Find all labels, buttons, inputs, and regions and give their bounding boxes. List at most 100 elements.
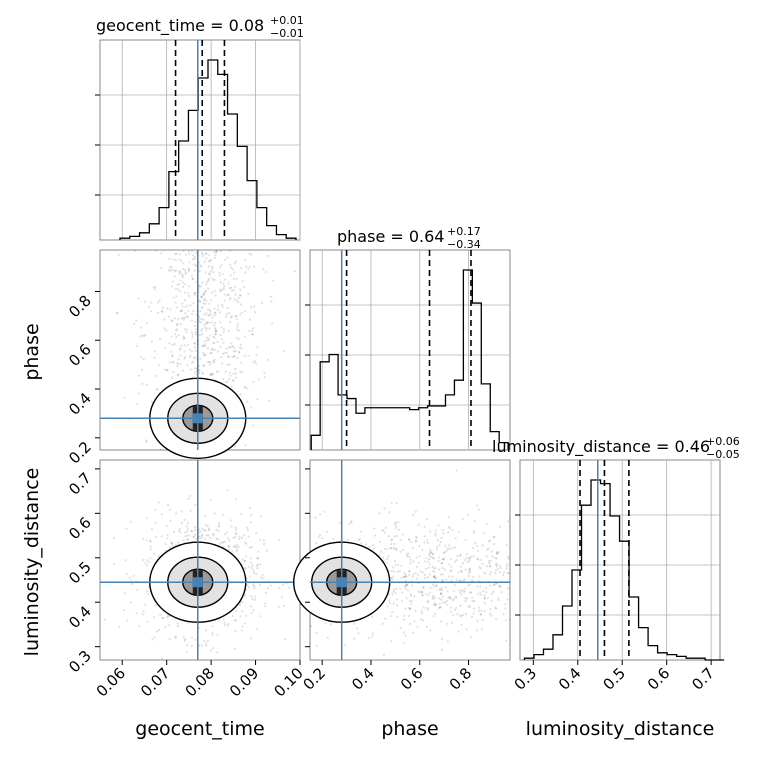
sample-point <box>190 636 194 640</box>
sample-point <box>288 586 291 589</box>
sample-point <box>234 260 238 263</box>
sample-point <box>202 299 206 302</box>
sample-point <box>179 362 182 366</box>
sample-point <box>499 566 502 570</box>
sample-point <box>390 501 393 504</box>
sample-point <box>213 230 215 232</box>
sample-point <box>234 445 237 448</box>
sample-point <box>215 250 218 253</box>
sample-point <box>432 567 436 570</box>
sample-point <box>160 535 163 538</box>
sample-point <box>268 399 271 402</box>
histogram-luminosity_distance <box>523 479 725 661</box>
sample-point <box>215 528 218 531</box>
sample-point <box>559 583 561 585</box>
sample-point <box>203 354 206 357</box>
y-tick-label-phase: 0.2 <box>65 438 95 468</box>
sample-point <box>479 613 482 616</box>
sample-point <box>235 533 238 536</box>
sample-point <box>434 567 437 570</box>
sample-point <box>219 290 222 293</box>
sample-point <box>475 544 479 547</box>
sample-point <box>255 247 257 249</box>
sample-point <box>467 572 470 575</box>
sample-point <box>263 375 266 379</box>
sample-point <box>135 519 137 521</box>
sample-point <box>219 250 222 253</box>
y-tick-label-luminosity_distance: 0.3 <box>65 647 95 677</box>
sample-point <box>249 561 253 564</box>
sample-point <box>490 599 493 602</box>
sample-point <box>318 533 322 537</box>
sample-point <box>476 585 479 588</box>
sample-point <box>498 584 501 587</box>
sample-point <box>448 596 451 599</box>
sample-point <box>210 348 213 351</box>
sample-point <box>218 274 221 277</box>
sample-point <box>205 644 208 647</box>
sample-point <box>208 265 211 268</box>
sample-point <box>462 579 465 582</box>
sample-point <box>223 351 226 355</box>
sample-point <box>417 590 420 593</box>
sample-point <box>192 536 195 539</box>
sample-point <box>193 257 196 260</box>
sample-point <box>429 555 433 559</box>
sample-point <box>414 571 417 575</box>
sample-point <box>462 590 465 593</box>
sample-point <box>223 621 226 624</box>
sample-point <box>145 383 148 386</box>
sample-point <box>393 547 396 550</box>
sample-point <box>215 370 218 374</box>
sample-point <box>237 296 240 300</box>
sample-point <box>350 521 353 524</box>
sample-point <box>408 538 411 541</box>
sample-point <box>155 221 157 223</box>
sample-point <box>193 293 196 296</box>
sample-point <box>426 541 429 544</box>
sample-point <box>228 484 230 486</box>
sample-point <box>123 396 126 399</box>
sample-point <box>472 599 476 603</box>
sample-point <box>213 336 216 339</box>
sample-point <box>129 601 132 604</box>
sample-point <box>240 347 243 350</box>
sample-point <box>224 380 228 383</box>
sample-point <box>204 344 207 348</box>
sample-point <box>230 525 233 528</box>
sample-point <box>212 646 215 650</box>
sample-point <box>477 606 481 609</box>
sample-point <box>456 554 459 558</box>
sample-point <box>493 535 496 538</box>
sample-point <box>410 602 413 606</box>
sample-point <box>470 615 474 618</box>
sample-point <box>207 279 210 282</box>
histogram-geocent_time <box>119 59 297 240</box>
sample-point <box>226 537 230 540</box>
sample-point <box>198 368 201 372</box>
sample-point <box>207 208 209 210</box>
sample-point <box>237 350 241 353</box>
sample-point <box>213 358 216 361</box>
sample-point <box>469 591 472 594</box>
sample-point <box>228 548 231 551</box>
sample-point <box>527 582 529 584</box>
sample-point <box>208 245 210 247</box>
sample-point <box>272 553 274 555</box>
sample-point <box>468 559 471 562</box>
sample-point <box>253 585 256 588</box>
sample-point <box>229 297 232 300</box>
sample-point <box>214 329 217 332</box>
sample-point <box>203 260 206 263</box>
sample-point <box>183 518 186 521</box>
sample-point <box>243 559 246 563</box>
sample-point <box>261 199 263 201</box>
sample-point <box>152 244 154 246</box>
sample-point <box>505 567 508 570</box>
sample-point <box>217 529 220 533</box>
sample-point <box>214 312 217 315</box>
panel-frame <box>99 459 301 661</box>
sample-point <box>193 263 196 266</box>
sample-point <box>497 550 500 554</box>
sample-point <box>251 424 255 427</box>
